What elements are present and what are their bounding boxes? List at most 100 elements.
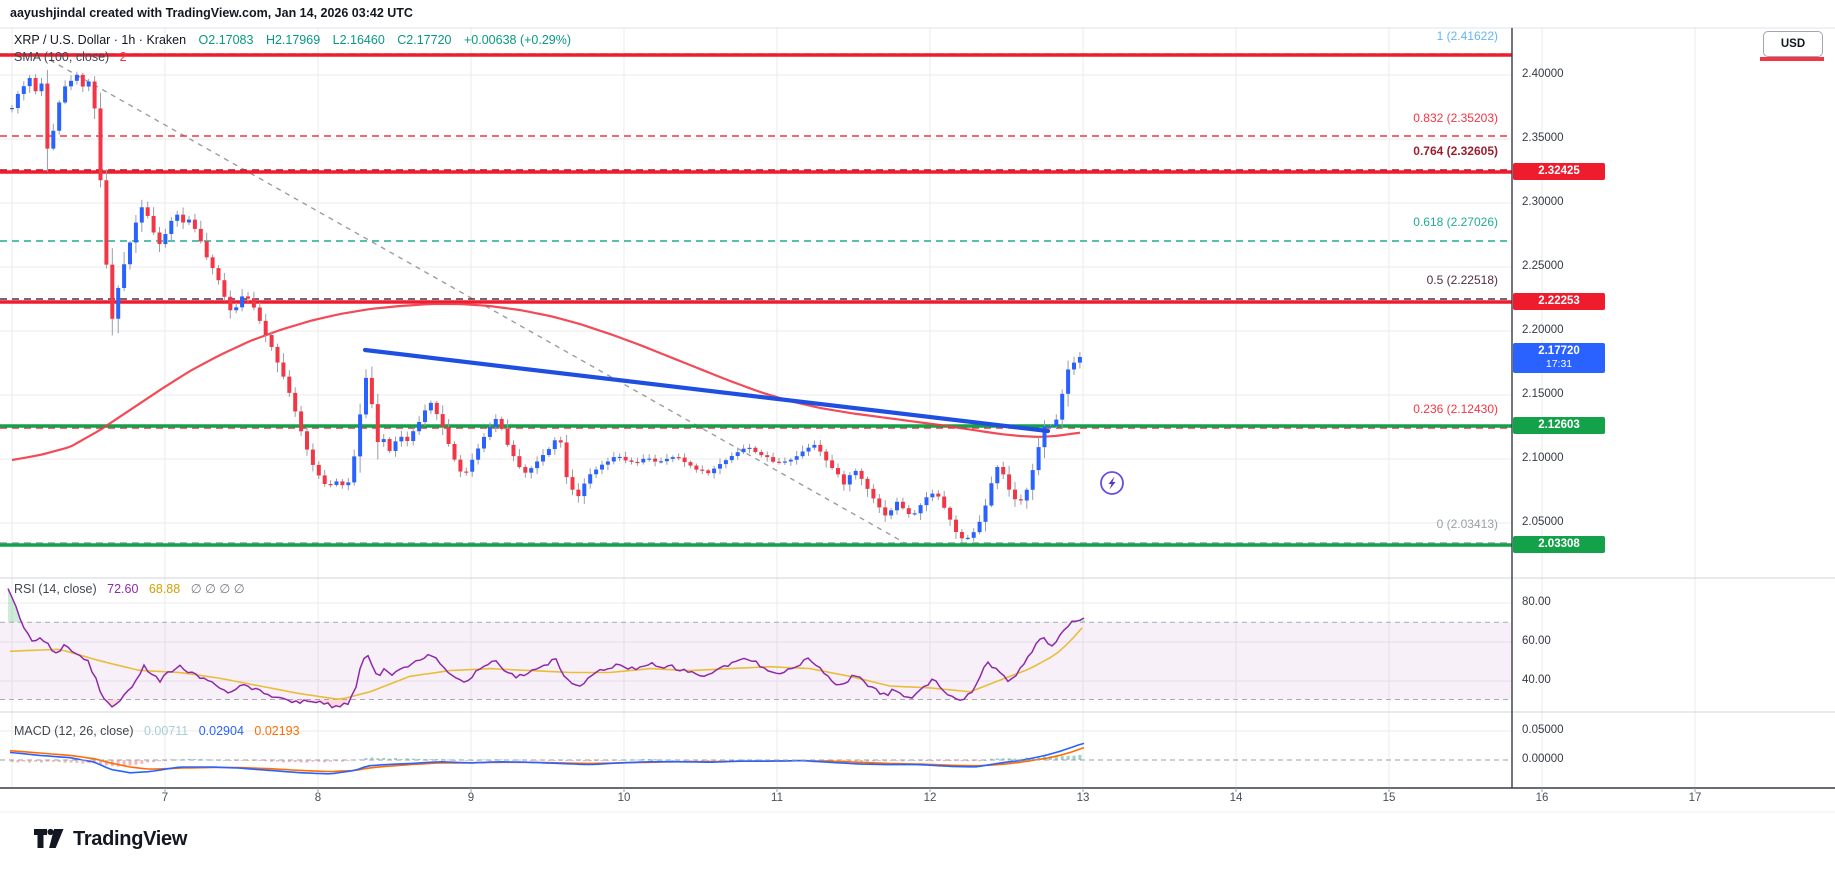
candle	[623, 456, 628, 461]
macd-histogram-bar	[193, 759, 197, 760]
price-axis-label[interactable]: 2.30000	[1522, 196, 1564, 208]
symbol-title[interactable]: XRP / U.S. Dollar · 1h · Kraken	[14, 33, 187, 47]
candle	[139, 207, 144, 223]
macd-axis-label[interactable]: 0.05000	[1522, 724, 1564, 736]
currency-toggle-button[interactable]: USD	[1763, 31, 1823, 57]
candle	[228, 296, 233, 311]
candle	[688, 462, 693, 466]
macd-histogram-bar	[364, 758, 368, 760]
macd-histogram-bar	[942, 760, 946, 762]
candle	[21, 86, 26, 94]
candle	[169, 220, 174, 235]
candle	[617, 456, 622, 459]
time-axis-label[interactable]: 14	[1229, 792, 1243, 804]
lightning-bolt-icon	[1108, 476, 1116, 490]
time-axis-label[interactable]: 7	[161, 792, 169, 804]
tradingview-logo-icon	[34, 828, 64, 848]
rsi-axis-label[interactable]: 60.00	[1522, 635, 1551, 647]
candle	[883, 507, 888, 516]
macd-histogram-bar	[877, 760, 881, 761]
price-axis-label[interactable]: 2.10000	[1522, 452, 1564, 464]
rsi-legend[interactable]: RSI (14, close) 72.60 68.88 ∅ ∅ ∅ ∅	[14, 581, 252, 596]
candle	[299, 411, 304, 432]
time-axis-label[interactable]: 13	[1076, 792, 1090, 804]
price-badge: 2.03308	[1513, 536, 1605, 553]
rsi-ma-line[interactable]	[9, 627, 1083, 701]
candle	[257, 307, 262, 321]
macd-histogram-bar	[417, 758, 421, 760]
candle	[74, 74, 79, 81]
candle	[847, 475, 852, 485]
candle	[393, 441, 398, 451]
macd-histogram-bar	[394, 757, 397, 760]
macd-histogram-bar	[706, 760, 710, 761]
rsi-legend-name: RSI (14, close)	[14, 582, 97, 596]
candle	[535, 461, 540, 469]
candle	[399, 436, 404, 442]
candle	[924, 497, 929, 506]
macd-line[interactable]	[9, 742, 1085, 775]
candle	[269, 335, 274, 347]
candle	[700, 469, 705, 471]
macd-histogram-bar	[264, 760, 268, 762]
rsi-axis-label[interactable]: 80.00	[1522, 596, 1551, 608]
candle	[482, 436, 486, 449]
price-axis-label[interactable]: 2.40000	[1522, 68, 1564, 80]
price-axis-label[interactable]: 2.35000	[1522, 132, 1564, 144]
time-axis-label[interactable]: 17	[1688, 792, 1702, 804]
candle	[800, 451, 805, 457]
candle	[305, 431, 309, 450]
macd-histogram-bar	[270, 760, 274, 762]
macd-histogram-bar	[293, 760, 297, 763]
macd-histogram-bar	[842, 760, 846, 762]
sma-100-line[interactable]	[11, 302, 1081, 462]
symbol-header[interactable]: XRP / U.S. Dollar · 1h · Kraken O2.17083…	[14, 33, 571, 47]
rsi-axis-label[interactable]: 40.00	[1522, 674, 1551, 686]
attribution-text: aayushjindal created with TradingView.co…	[10, 6, 413, 20]
candle	[499, 418, 504, 429]
macd-histogram-bar	[883, 760, 887, 762]
macd-histogram-bar	[500, 759, 504, 761]
rsi-line[interactable]	[7, 588, 1085, 709]
macd-histogram-bar	[335, 760, 338, 762]
macd-histogram-bar	[854, 760, 858, 762]
macd-histogram-bar	[517, 759, 521, 761]
candle	[647, 458, 652, 460]
bearish-trendline[interactable]	[362, 347, 1051, 434]
time-axis-label[interactable]: 11	[771, 792, 783, 804]
sma-legend[interactable]: SMA (100, close) 2	[14, 50, 134, 64]
candle	[375, 404, 380, 443]
candle	[777, 461, 781, 463]
time-axis-label[interactable]: 8	[314, 792, 322, 804]
candle	[635, 461, 640, 464]
macd-histogram-bar	[600, 760, 604, 761]
price-axis-label[interactable]: 2.05000	[1522, 516, 1564, 528]
time-axis-label[interactable]: 9	[467, 792, 475, 804]
macd-legend[interactable]: MACD (12, 26, close) 0.00711 0.02904 0.0…	[14, 724, 307, 738]
macd-axis-label[interactable]: 0.00000	[1522, 753, 1564, 765]
time-axis-label[interactable]: 10	[617, 792, 631, 804]
candle	[263, 320, 268, 336]
candle	[222, 280, 227, 297]
tradingview-logo[interactable]: TradingView	[34, 826, 187, 852]
candle	[281, 362, 286, 377]
price-axis-label[interactable]: 2.20000	[1522, 324, 1564, 336]
price-badge: 2.32425	[1513, 163, 1605, 180]
candle	[830, 460, 835, 469]
macd-histogram-bar	[895, 760, 899, 761]
macd-histogram-bar	[989, 758, 993, 760]
price-axis-label[interactable]: 2.25000	[1522, 260, 1564, 272]
macd-histogram-bar	[671, 759, 675, 761]
candle	[246, 296, 250, 299]
candle	[977, 521, 982, 533]
ohlc-close: C2.17720	[397, 33, 452, 47]
macd-histogram-bar	[81, 760, 85, 764]
price-axis-label[interactable]: 2.15000	[1522, 388, 1564, 400]
time-axis-label[interactable]: 16	[1535, 792, 1549, 804]
time-axis-label[interactable]: 12	[923, 792, 937, 804]
time-axis-label[interactable]: 15	[1382, 792, 1396, 804]
candle	[959, 531, 964, 539]
candle	[836, 468, 840, 475]
candle	[493, 418, 498, 427]
